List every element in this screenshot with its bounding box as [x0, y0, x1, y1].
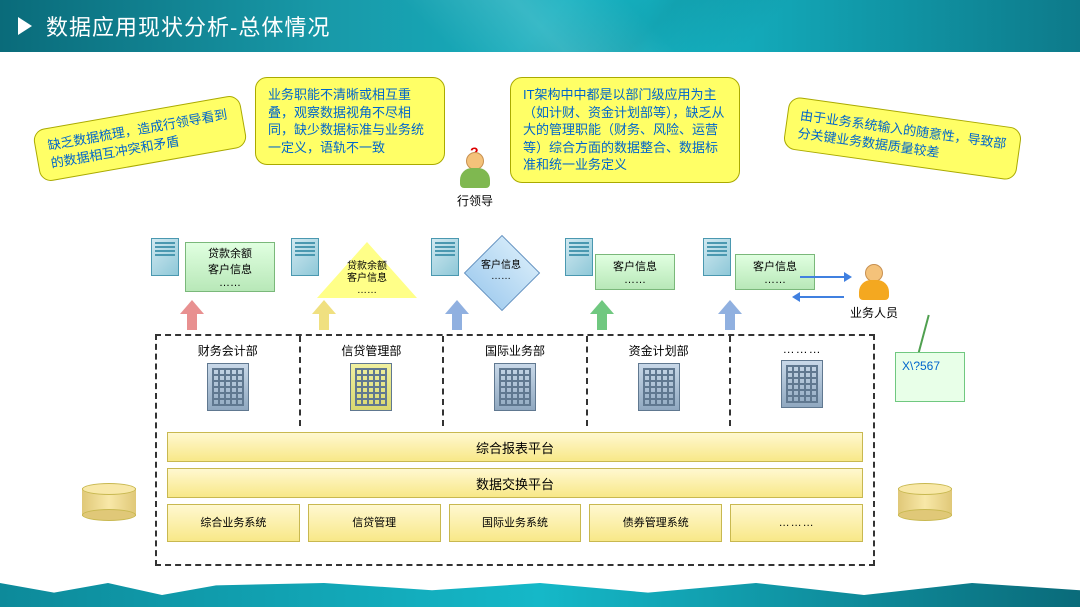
diagram-canvas: 缺乏数据梳理，造成行领导看到的数据相互冲突和矛盾 业务职能不清晰或相互重叠，观察…: [0, 52, 1080, 583]
arrow-up-icon: [445, 300, 469, 332]
dept-box: 资金计划部: [588, 336, 732, 426]
dept-box: 国际业务部: [444, 336, 588, 426]
slide-header: 数据应用现状分析-总体情况: [0, 0, 1080, 52]
dept-box: 财务会计部: [157, 336, 301, 426]
system-box: 综合业务系统: [167, 504, 300, 542]
building-icon: [638, 363, 680, 411]
arrow-right-icon: [800, 276, 844, 278]
callout-4: 由于业务系统输入的随意性，导致部分关键业务数据质量较差: [782, 96, 1022, 181]
system-box: 债券管理系统: [589, 504, 722, 542]
person-staff: 业务人员: [850, 262, 898, 321]
play-icon: [18, 17, 32, 35]
x-label-box: X\?567: [895, 352, 965, 402]
dept-box: 信贷管理部: [301, 336, 445, 426]
system-box: 国际业务系统: [449, 504, 582, 542]
document-icon: [703, 238, 731, 276]
platform-bar: 数据交换平台: [167, 468, 863, 498]
document-icon: [565, 238, 593, 276]
shape-triangle: 贷款余额 客户信息 ……: [317, 242, 417, 298]
cylinder-icon: [82, 483, 136, 521]
person-icon: ?: [455, 150, 495, 190]
arrow-up-icon: [718, 300, 742, 332]
person-leader: ? 行领导: [455, 150, 495, 209]
cylinder-icon: [898, 483, 952, 521]
callout-3: IT架构中中都是以部门级应用为主（如计财、资金计划部等），缺乏从大的管理职能（财…: [510, 77, 740, 183]
systems-row: 综合业务系统 信贷管理 国际业务系统 债券管理系统 ………: [157, 504, 873, 542]
shape-rect: 贷款余额 客户信息 ……: [185, 242, 275, 292]
building-icon: [350, 363, 392, 411]
shape-rect-2: 客户信息 ……: [595, 254, 675, 290]
person-icon: [854, 262, 894, 302]
arrow-up-icon: [590, 300, 614, 332]
slide-title: 数据应用现状分析-总体情况: [46, 10, 330, 42]
callout-1: 缺乏数据梳理，造成行领导看到的数据相互冲突和矛盾: [32, 94, 248, 183]
arrow-up-icon: [180, 300, 204, 332]
document-icon: [291, 238, 319, 276]
dept-box: ………: [731, 336, 873, 426]
footer-decoration: [0, 583, 1080, 607]
building-icon: [207, 363, 249, 411]
shape-rect-3: 客户信息 ……: [735, 254, 815, 290]
document-icon: [151, 238, 179, 276]
document-icon: [431, 238, 459, 276]
systems-container: 财务会计部 信贷管理部 国际业务部 资金计划部 ……… 综合报表平台 数据交换平…: [155, 334, 875, 566]
shape-diamond-label: 客户信息 ……: [461, 256, 541, 282]
platform-bar: 综合报表平台: [167, 432, 863, 462]
arrow-left-icon: [800, 296, 844, 298]
system-box: ………: [730, 504, 863, 542]
arrow-up-icon: [312, 300, 336, 332]
person-leader-label: 行领导: [455, 192, 495, 209]
person-staff-label: 业务人员: [850, 304, 898, 321]
system-box: 信贷管理: [308, 504, 441, 542]
building-icon: [781, 360, 823, 408]
department-row: 财务会计部 信贷管理部 国际业务部 资金计划部 ………: [157, 336, 873, 426]
building-icon: [494, 363, 536, 411]
callout-2: 业务职能不清晰或相互重叠，观察数据视角不尽相同，缺少数据标准与业务统一定义，语轨…: [255, 77, 445, 165]
